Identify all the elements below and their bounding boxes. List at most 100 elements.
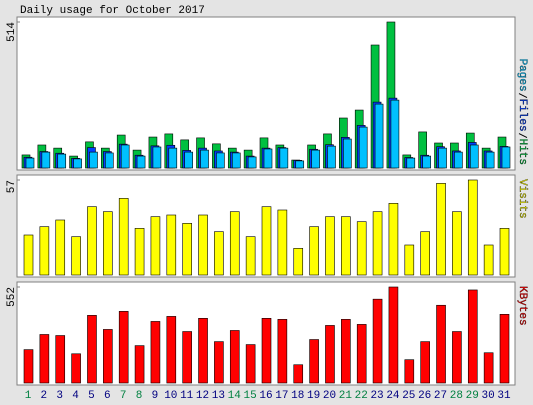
bar: [245, 344, 256, 384]
bar: [438, 147, 447, 169]
bar: [103, 329, 113, 384]
bar: [469, 144, 479, 169]
legend: Visits: [516, 179, 528, 219]
x-tick-label: 4: [72, 390, 79, 402]
bar: [55, 219, 66, 276]
bar: [134, 345, 145, 384]
bar: [118, 311, 129, 384]
bar: [341, 216, 351, 276]
x-tick-label: 6: [104, 390, 111, 402]
x-tick-label: 31: [497, 390, 511, 402]
x-tick-label: 3: [56, 390, 63, 402]
chart-title: Daily usage for October 2017: [20, 5, 205, 17]
bar: [198, 318, 208, 384]
x-tick-label: 13: [212, 390, 225, 402]
bar: [467, 179, 478, 276]
bar: [105, 152, 114, 169]
bar: [118, 198, 129, 276]
bar: [200, 149, 209, 169]
bar: [422, 155, 431, 169]
legend-separator: [518, 93, 528, 99]
bar: [55, 335, 66, 384]
bar: [420, 341, 430, 384]
bar: [73, 158, 82, 169]
x-tick-label: 14: [228, 390, 242, 402]
bar: [404, 359, 415, 384]
bar: [420, 231, 430, 276]
bar: [341, 319, 351, 384]
x-tick-label: 11: [180, 390, 194, 402]
legend-entry: Hits: [516, 139, 528, 165]
x-tick-label: 10: [164, 390, 177, 402]
bar: [436, 183, 446, 276]
x-tick-label: 8: [136, 390, 143, 402]
bar: [134, 228, 145, 276]
bar: [293, 364, 304, 384]
bar: [214, 231, 224, 276]
x-tick-label: 23: [370, 390, 383, 402]
x-tick-label: 22: [355, 390, 368, 402]
x-tick-label: 25: [402, 390, 415, 402]
bar: [483, 352, 494, 384]
bar: [103, 211, 113, 276]
bar: [309, 226, 319, 276]
bar: [23, 234, 34, 276]
bar: [374, 103, 384, 169]
legend: KBytes: [516, 286, 528, 326]
bar: [452, 211, 462, 276]
bar: [372, 298, 383, 384]
legend: Pages Files Hits: [516, 58, 528, 165]
bar: [120, 144, 130, 169]
bar: [356, 221, 367, 276]
x-tick-label: 30: [482, 390, 495, 402]
bar: [309, 339, 319, 384]
bar: [229, 330, 240, 384]
bar: [152, 146, 162, 169]
x-tick-label: 15: [244, 390, 257, 402]
bar: [247, 156, 257, 169]
bar: [406, 157, 416, 169]
bar: [71, 353, 81, 384]
x-tick-label: 16: [259, 390, 272, 402]
bar: [214, 341, 224, 384]
bar: [184, 151, 193, 169]
bar: [71, 236, 81, 276]
x-tick-label: 21: [339, 390, 353, 402]
bar: [467, 289, 478, 384]
bar: [216, 152, 225, 169]
bar: [57, 153, 67, 169]
bar: [485, 151, 495, 169]
bar: [231, 152, 241, 169]
bar: [343, 138, 352, 169]
bar: [327, 145, 336, 169]
bar: [41, 151, 51, 169]
bar: [452, 331, 462, 384]
bar: [198, 214, 208, 276]
bar: [245, 236, 256, 276]
bar: [168, 147, 178, 169]
y-tick-label: 552: [6, 287, 18, 307]
bar: [358, 126, 368, 169]
bar: [325, 216, 335, 276]
bar: [87, 315, 97, 384]
bar: [182, 223, 192, 276]
bar: [436, 304, 446, 384]
bar: [388, 203, 399, 276]
x-tick-label: 9: [152, 390, 159, 402]
bar: [499, 314, 510, 384]
x-tick-label: 20: [323, 390, 336, 402]
bar: [483, 244, 494, 276]
x-tick-label: 7: [120, 390, 127, 402]
legend-entry: Files: [516, 99, 528, 132]
bar: [25, 157, 35, 169]
x-tick-label: 29: [466, 390, 479, 402]
x-tick-label: 5: [88, 390, 95, 402]
x-tick-label: 24: [386, 390, 400, 402]
bar: [166, 214, 177, 276]
x-tick-label: 18: [291, 390, 304, 402]
x-tick-label: 19: [307, 390, 320, 402]
bar: [356, 324, 367, 384]
bar: [89, 151, 98, 169]
bar: [39, 226, 50, 276]
